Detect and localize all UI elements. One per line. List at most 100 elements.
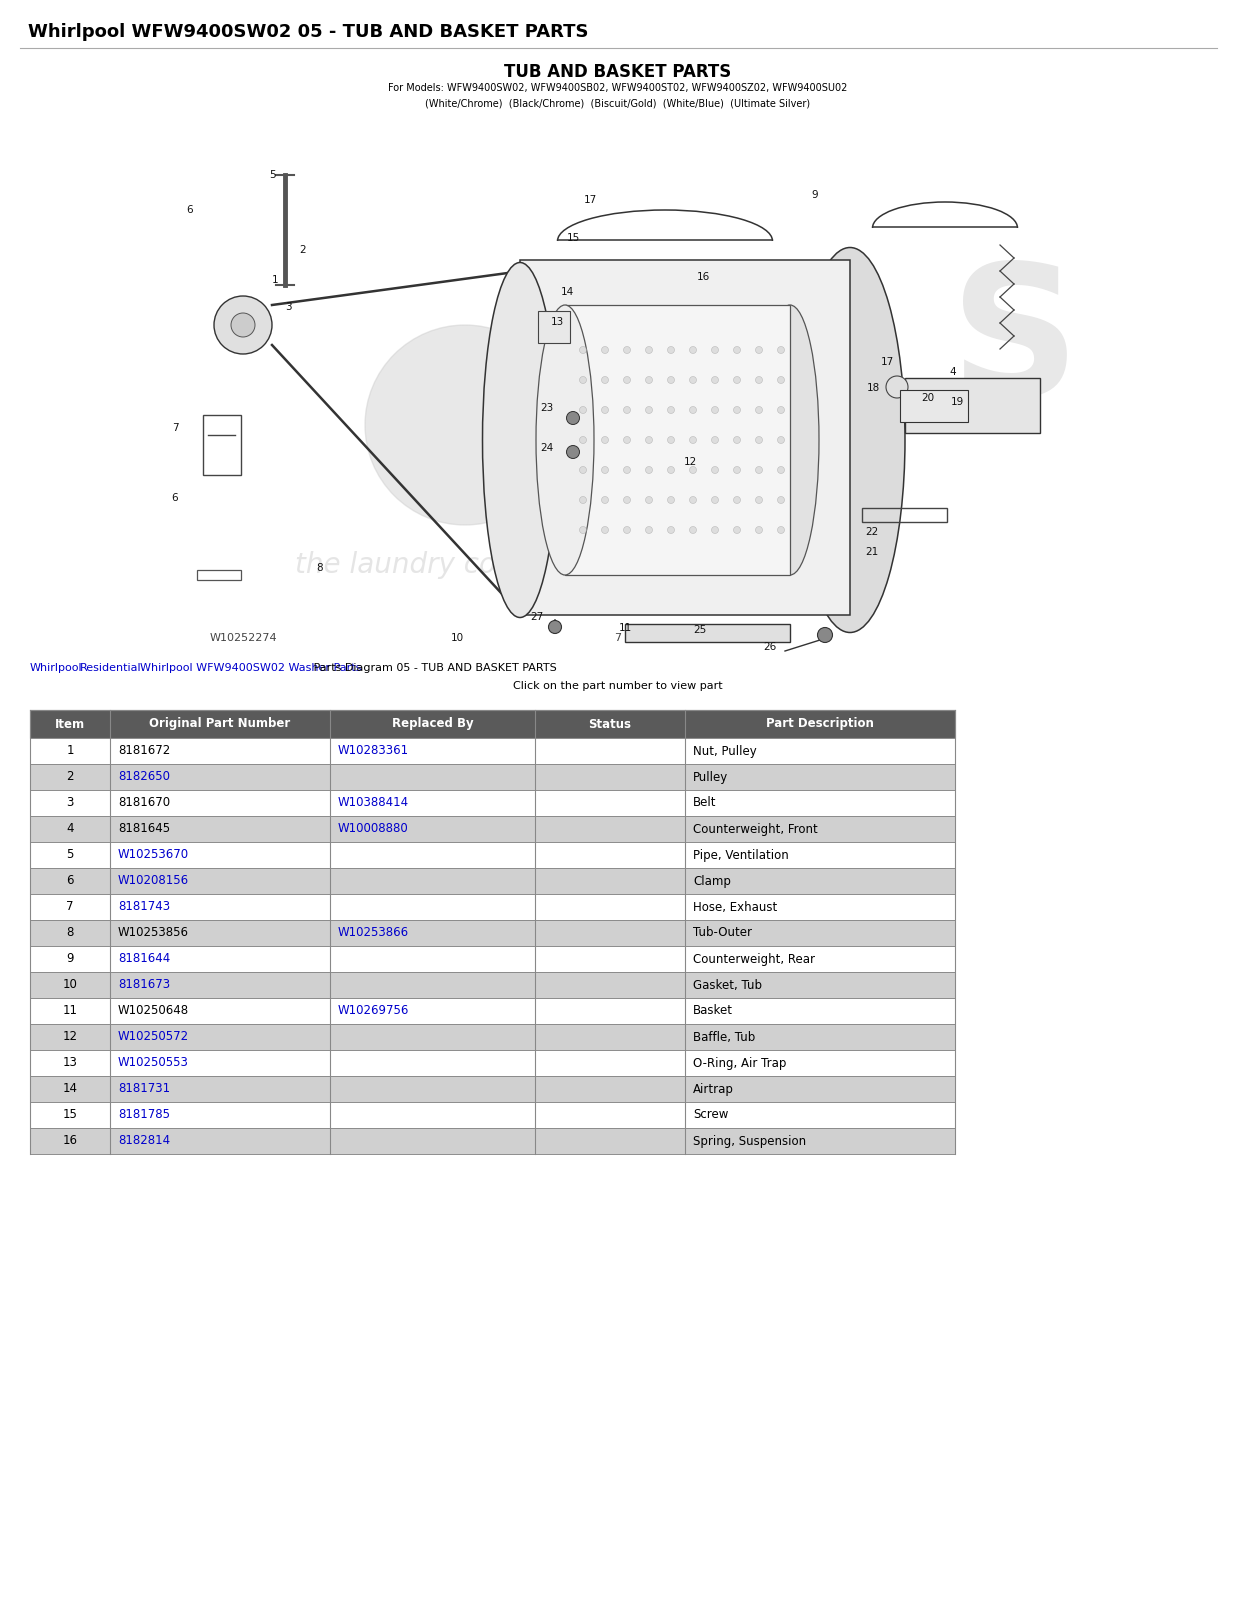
Text: 15: 15 [63,1109,78,1122]
Ellipse shape [795,248,905,632]
Circle shape [487,272,722,509]
Text: W10250553: W10250553 [118,1056,189,1069]
Ellipse shape [601,496,609,504]
Text: 1: 1 [272,275,278,285]
Text: 9: 9 [811,190,819,200]
Text: Part Description: Part Description [766,717,873,731]
Ellipse shape [646,526,652,533]
Bar [30,946,955,971]
Text: (White/Chrome)  (Black/Chrome)  (Biscuit/Gold)  (White/Blue)  (Ultimate Silver): (White/Chrome) (Black/Chrome) (Biscuit/G… [426,98,810,109]
Ellipse shape [756,406,762,413]
Text: 11: 11 [63,1005,78,1018]
Text: Hose, Exhaust: Hose, Exhaust [693,901,777,914]
Bar [30,894,955,920]
Ellipse shape [579,347,586,354]
Ellipse shape [761,306,819,574]
Ellipse shape [778,376,784,384]
Ellipse shape [734,526,741,533]
Text: Gasket, Tub: Gasket, Tub [693,979,762,992]
Text: Whirlpool: Whirlpool [30,662,83,674]
Bar [520,259,850,614]
Text: the laundry company: the laundry company [294,550,591,579]
Ellipse shape [668,376,674,384]
Ellipse shape [778,496,784,504]
Text: Original Part Number: Original Part Number [150,717,291,731]
Ellipse shape [601,406,609,413]
Text: 20: 20 [922,394,935,403]
Text: Tub-Outer: Tub-Outer [693,926,752,939]
Ellipse shape [689,467,696,474]
Text: 8181743: 8181743 [118,901,171,914]
Ellipse shape [756,347,762,354]
Bar [30,867,955,894]
Text: 8182650: 8182650 [118,771,169,784]
Ellipse shape [646,347,652,354]
Ellipse shape [668,526,674,533]
Ellipse shape [756,526,762,533]
Bar [30,765,955,790]
Ellipse shape [579,406,586,413]
Bar [30,1050,955,1075]
Ellipse shape [734,406,741,413]
Text: 16: 16 [696,272,710,282]
Text: 10: 10 [450,634,464,643]
Bar [30,842,955,867]
Ellipse shape [601,347,609,354]
Ellipse shape [601,467,609,474]
Text: 18: 18 [866,382,880,394]
Ellipse shape [711,406,719,413]
Text: W10253866: W10253866 [338,926,409,939]
Ellipse shape [536,306,594,574]
Ellipse shape [689,376,696,384]
Text: 8181644: 8181644 [118,952,171,965]
Ellipse shape [778,467,784,474]
Text: 17: 17 [881,357,893,366]
Text: W10253670: W10253670 [118,848,189,861]
Ellipse shape [668,467,674,474]
Bar [905,378,1040,434]
Ellipse shape [668,437,674,443]
Text: Whirlpool WFW9400SW02 Washer Parts: Whirlpool WFW9400SW02 Washer Parts [140,662,361,674]
Bar [901,390,969,422]
Text: TUB AND BASKET PARTS: TUB AND BASKET PARTS [505,62,731,82]
Ellipse shape [579,496,586,504]
Bar [565,306,790,574]
Ellipse shape [623,347,631,354]
Text: W10208156: W10208156 [118,875,189,888]
Text: 27: 27 [531,611,543,622]
Text: Whirlpool WFW9400SW02 05 - TUB AND BASKET PARTS: Whirlpool WFW9400SW02 05 - TUB AND BASKE… [28,22,589,42]
Ellipse shape [579,376,586,384]
Text: Pulley: Pulley [693,771,729,784]
Bar [30,998,955,1024]
Ellipse shape [711,376,719,384]
Ellipse shape [778,347,784,354]
Text: W10250648: W10250648 [118,1005,189,1018]
Text: 1: 1 [67,744,74,757]
Text: 12: 12 [63,1030,78,1043]
Text: O-Ring, Air Trap: O-Ring, Air Trap [693,1056,787,1069]
Text: 25: 25 [694,626,706,635]
Ellipse shape [623,467,631,474]
Text: 8182814: 8182814 [118,1134,171,1147]
Text: 26: 26 [763,642,777,653]
Ellipse shape [623,376,631,384]
Text: Spring, Suspension: Spring, Suspension [693,1134,807,1147]
Text: 8: 8 [317,563,323,573]
Text: W10253856: W10253856 [118,926,189,939]
Text: W10250572: W10250572 [118,1030,189,1043]
Ellipse shape [646,496,652,504]
Ellipse shape [734,437,741,443]
Ellipse shape [567,445,579,459]
Ellipse shape [689,526,696,533]
Ellipse shape [646,467,652,474]
Text: 19: 19 [950,397,964,406]
Text: 8181645: 8181645 [118,822,171,835]
Text: 21: 21 [866,547,878,557]
Text: 13: 13 [63,1056,78,1069]
Text: W10252274: W10252274 [210,634,277,643]
Bar [625,624,790,642]
Ellipse shape [711,526,719,533]
Text: 8181672: 8181672 [118,744,171,757]
Bar [30,738,955,765]
Text: 5: 5 [67,848,74,861]
